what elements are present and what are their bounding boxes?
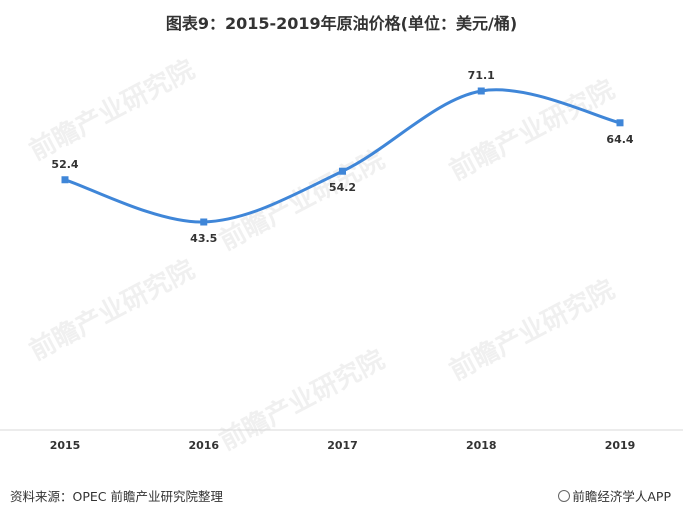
series-line — [64, 88, 621, 224]
x-tick-label: 2015 — [50, 439, 81, 452]
data-point-marker — [200, 218, 208, 226]
x-tick-label: 2016 — [188, 439, 219, 452]
x-tick-label: 2019 — [605, 439, 636, 452]
data-label: 64.4 — [606, 133, 633, 146]
data-label: 54.2 — [329, 181, 356, 194]
data-label-layer: 52.4 43.5 54.2 71.1 64.4 — [51, 69, 633, 245]
brand-icon — [558, 490, 571, 502]
data-point-marker — [616, 119, 624, 127]
line-chart: 52.443.554.271.164.4 2015 2016 2017 2018 201… — [0, 69, 683, 452]
brand-credit: 前瞻经济学人APP — [558, 486, 671, 505]
data-label: 71.1 — [468, 69, 495, 82]
data-label: 43.5 — [190, 232, 217, 245]
data-label: 52.4 — [51, 158, 78, 171]
brand-label: 前瞻经济学人APP — [572, 489, 671, 504]
footer: 资料来源：OPEC 前瞻产业研究院整理 前瞻经济学人APP — [0, 484, 683, 508]
data-point-marker — [61, 176, 69, 184]
source-note: 资料来源：OPEC 前瞻产业研究院整理 — [10, 489, 223, 504]
chart-title: 图表9：2015-2019年原油价格(单位：美元/桶) — [165, 14, 518, 33]
series-layer — [61, 87, 624, 226]
x-tick-layer: 2015 2016 2017 2018 2019 — [50, 439, 636, 452]
data-point-marker — [339, 167, 346, 175]
x-tick-label: 2018 — [466, 439, 497, 452]
data-point-marker — [477, 87, 485, 95]
x-tick-label: 2017 — [327, 439, 358, 452]
